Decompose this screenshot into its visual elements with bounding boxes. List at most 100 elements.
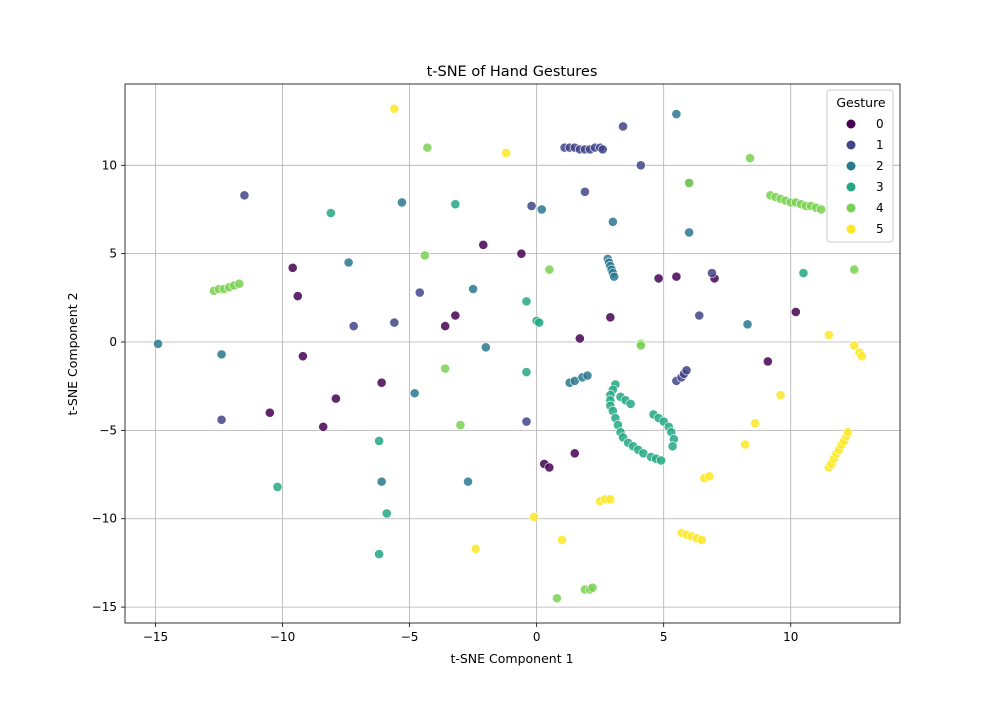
point-gesture-2 (607, 216, 618, 227)
legend-marker-2 (845, 160, 857, 172)
x-tick-label: −5 (401, 630, 419, 644)
point-gesture-1 (348, 321, 359, 332)
point-gesture-2 (153, 338, 163, 349)
point-gesture-1 (681, 365, 692, 376)
point-gesture-2 (671, 109, 682, 119)
y-tick-label: 10 (102, 158, 117, 172)
legend-marker-1 (845, 139, 857, 151)
point-gesture-1 (239, 190, 250, 201)
point-gesture-0 (331, 393, 341, 404)
point-gesture-0 (544, 462, 555, 473)
legend-label-0: 0 (876, 117, 884, 131)
point-gesture-3 (656, 455, 667, 466)
point-gesture-5 (470, 543, 481, 554)
point-gesture-4 (816, 204, 827, 215)
point-gesture-0 (574, 333, 585, 344)
chart-title: t-SNE of Hand Gestures (427, 64, 598, 80)
point-gesture-4 (849, 264, 860, 275)
legend-label-2: 2 (876, 159, 884, 173)
point-gesture-5 (696, 535, 707, 545)
point-gesture-3 (381, 508, 392, 519)
point-gesture-0 (297, 351, 308, 362)
point-gesture-3 (374, 549, 384, 559)
point-gesture-2 (216, 349, 227, 360)
point-gesture-0 (516, 248, 527, 259)
point-gesture-2 (609, 271, 620, 282)
x-tick-label: 10 (783, 630, 798, 644)
y-tick-label: −10 (92, 512, 117, 526)
point-gesture-1 (618, 121, 628, 132)
point-gesture-2 (468, 284, 479, 294)
point-gesture-1 (389, 317, 400, 328)
legend-marker-4 (845, 202, 857, 214)
legend-items: 0 1 2 3 4 5 (845, 117, 884, 236)
point-gesture-4 (455, 420, 466, 430)
point-gesture-4 (422, 142, 433, 153)
data-points (153, 103, 867, 604)
point-gesture-5 (750, 418, 761, 429)
y-axis-label: t-SNE Component 2 (65, 292, 80, 415)
point-gesture-0 (376, 377, 387, 388)
legend-title: Gesture (836, 95, 886, 110)
point-gesture-5 (605, 494, 616, 505)
point-gesture-1 (521, 416, 532, 427)
point-gesture-0 (292, 291, 303, 301)
point-gesture-5 (529, 512, 539, 522)
point-gesture-4 (234, 278, 245, 289)
point-gesture-0 (653, 273, 664, 284)
point-gesture-5 (704, 471, 715, 482)
point-gesture-3 (534, 317, 545, 328)
point-gesture-2 (684, 227, 694, 238)
point-gesture-5 (849, 340, 860, 351)
point-gesture-5 (740, 439, 750, 450)
point-gesture-4 (544, 264, 555, 275)
point-gesture-2 (397, 197, 407, 208)
legend-marker-3 (845, 181, 857, 193)
axes-frame (124, 83, 901, 624)
legend-marker-0 (845, 118, 857, 130)
y-tick-label: −5 (99, 423, 117, 437)
point-gesture-1 (580, 186, 590, 197)
point-gesture-2 (480, 342, 491, 353)
point-gesture-3 (272, 482, 283, 492)
point-gesture-0 (318, 421, 329, 432)
point-gesture-3 (798, 268, 809, 278)
point-gesture-5 (856, 351, 867, 362)
point-gesture-4 (587, 582, 598, 593)
point-gesture-1 (707, 268, 717, 278)
x-tick-label: 0 (533, 630, 541, 644)
point-gesture-5 (843, 427, 853, 438)
point-gesture-2 (742, 319, 753, 330)
point-gesture-1 (694, 310, 705, 321)
point-gesture-3 (625, 398, 636, 409)
axis-ticks: −15 −10 −5 0 5 10 −15 −10 −5 0 5 10 (92, 158, 799, 644)
legend: Gesture 0 1 2 3 4 5 (826, 89, 894, 243)
point-gesture-2 (343, 257, 354, 268)
point-gesture-2 (409, 388, 420, 399)
y-tick-label: 0 (109, 335, 117, 349)
grid (125, 84, 900, 623)
point-gesture-4 (635, 340, 646, 351)
point-gesture-5 (501, 148, 512, 158)
point-gesture-4 (552, 593, 562, 604)
point-gesture-1 (597, 144, 608, 155)
point-gesture-2 (463, 476, 473, 487)
point-gesture-1 (414, 287, 425, 298)
legend-box (826, 89, 894, 243)
point-gesture-4 (440, 363, 451, 374)
legend-label-3: 3 (876, 180, 884, 194)
point-gesture-3 (521, 296, 532, 307)
legend-marker-5 (845, 223, 857, 235)
x-tick-label: 5 (660, 630, 668, 644)
x-axis-label: t-SNE Component 1 (450, 651, 573, 666)
point-gesture-0 (605, 312, 616, 323)
x-tick-label: −15 (143, 630, 168, 644)
point-gesture-0 (762, 356, 773, 367)
legend-label-1: 1 (876, 138, 884, 152)
point-gesture-5 (775, 390, 786, 400)
point-gesture-3 (374, 436, 384, 446)
point-gesture-2 (582, 370, 593, 381)
point-gesture-0 (440, 321, 451, 332)
